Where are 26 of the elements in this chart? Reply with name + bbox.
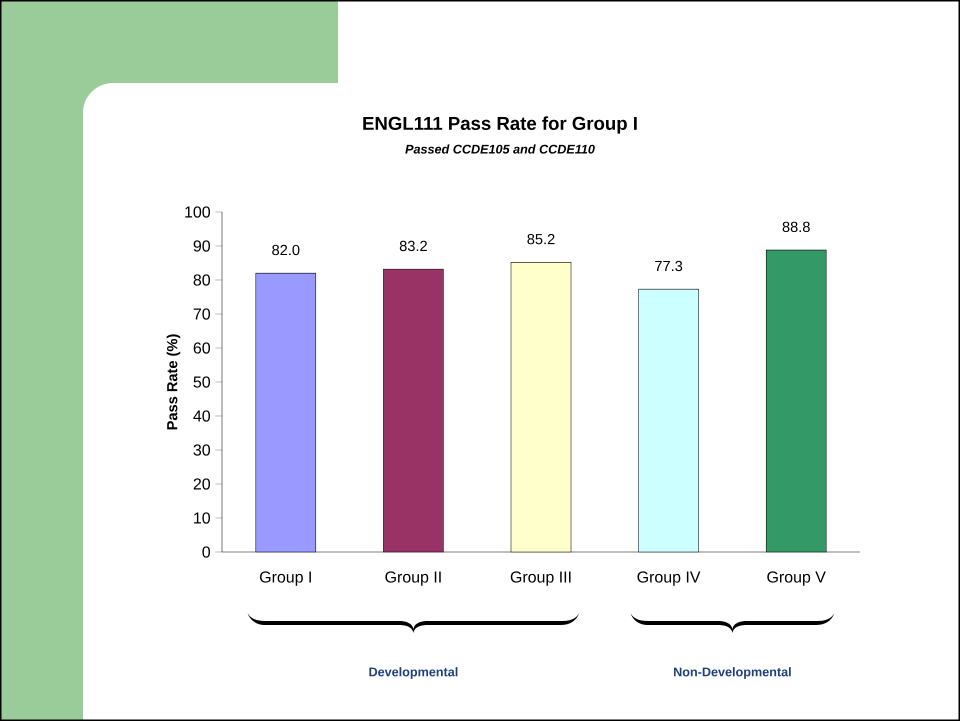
x-tick-label: Group V xyxy=(767,571,826,586)
y-tick-label: 100 xyxy=(185,206,210,218)
text: Non-Developmental xyxy=(674,667,791,679)
x-tick-label: Group IV xyxy=(638,571,700,586)
chart-title: ENGL111 Pass Rate for Group I xyxy=(363,116,637,134)
chart-subtitle: Passed CCDE105 and CCDE110 xyxy=(405,144,595,154)
y-tick-label: 40 xyxy=(193,410,210,422)
y-tick-label: 70 xyxy=(194,308,210,320)
data-label: 85.2 xyxy=(527,234,554,244)
y-tick-label: 30 xyxy=(194,444,210,456)
data-label: 77.3 xyxy=(655,260,682,272)
y-tick-label: 60 xyxy=(194,342,210,354)
data-label: 82.0 xyxy=(272,244,300,256)
data-label: 88.8 xyxy=(782,222,810,232)
x-tick-label: Group III xyxy=(510,571,571,586)
y-tick-label: 20 xyxy=(194,478,210,490)
y-tick-label: 80 xyxy=(194,274,210,286)
x-tick-label: Group I xyxy=(260,571,311,586)
x-tick-label: Group II xyxy=(385,571,441,586)
y-axis-title: Pass Rate (%) xyxy=(166,334,180,430)
y-tick-label: 50 xyxy=(194,376,210,388)
text: Developmental xyxy=(369,667,458,679)
y-tick-label: 0 xyxy=(202,546,210,558)
data-label: 83.2 xyxy=(400,240,427,252)
y-tick-label: 10 xyxy=(194,512,210,524)
y-tick-label: 90 xyxy=(194,240,210,252)
